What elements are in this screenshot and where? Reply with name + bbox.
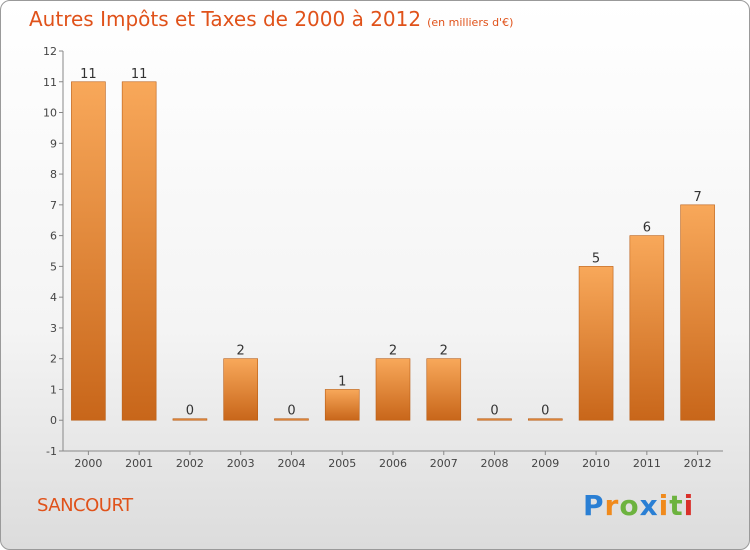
x-tick-label: 2008 bbox=[481, 457, 509, 470]
x-tick-label: 2002 bbox=[176, 457, 204, 470]
logo-letter: o bbox=[619, 489, 640, 522]
data-label: 6 bbox=[643, 221, 651, 236]
y-tick-label: 8 bbox=[50, 168, 57, 181]
data-label: 0 bbox=[287, 404, 295, 419]
y-tick-label: 3 bbox=[50, 322, 57, 335]
data-label: 2 bbox=[389, 344, 397, 359]
x-tick-label: 2012 bbox=[684, 457, 712, 470]
logo-letter: r bbox=[604, 489, 620, 522]
x-tick-label: 2009 bbox=[531, 457, 559, 470]
x-tick-label: 2005 bbox=[328, 457, 356, 470]
y-tick-label: 10 bbox=[43, 107, 57, 120]
data-label: 7 bbox=[693, 190, 701, 205]
logo-letter: x bbox=[639, 489, 659, 522]
x-tick-label: 2006 bbox=[379, 457, 407, 470]
chart-subtitle: (en milliers d'€) bbox=[427, 16, 514, 29]
data-label: 5 bbox=[592, 251, 600, 266]
bar bbox=[680, 204, 715, 421]
x-tick-label: 2007 bbox=[430, 457, 458, 470]
y-tick-label: 0 bbox=[50, 414, 57, 427]
bar bbox=[629, 235, 665, 421]
bar bbox=[121, 81, 157, 421]
x-tick-label: 2004 bbox=[277, 457, 305, 470]
bar bbox=[528, 418, 563, 421]
bar bbox=[274, 418, 309, 421]
y-tick-label: 11 bbox=[43, 76, 57, 89]
y-tick-label: 5 bbox=[50, 260, 57, 273]
y-tick-label: 6 bbox=[50, 230, 57, 243]
chart-title: Autres Impôts et Taxes de 2000 à 2012 (en… bbox=[29, 7, 514, 31]
y-tick-label: -1 bbox=[46, 445, 57, 458]
bar bbox=[426, 358, 462, 421]
logo-letter: P bbox=[583, 489, 605, 522]
logo-letter: t bbox=[669, 489, 684, 522]
proxiti-logo: Proxiti bbox=[583, 489, 694, 522]
bar bbox=[375, 358, 411, 421]
data-label: 11 bbox=[80, 67, 97, 82]
data-label: 0 bbox=[490, 404, 498, 419]
data-label: 1 bbox=[338, 374, 346, 389]
logo-letter: i bbox=[683, 489, 695, 522]
bar bbox=[324, 389, 360, 421]
y-tick-label: 4 bbox=[50, 291, 57, 304]
y-tick-label: 12 bbox=[43, 45, 57, 58]
bar bbox=[223, 358, 258, 421]
bar bbox=[172, 418, 208, 421]
data-label: 2 bbox=[440, 344, 448, 359]
y-tick-label: 7 bbox=[50, 199, 57, 212]
x-tick-label: 2010 bbox=[582, 457, 610, 470]
bar bbox=[71, 81, 106, 421]
commune-name: SANCOURT bbox=[37, 495, 133, 516]
data-label: 11 bbox=[131, 67, 148, 82]
data-label: 0 bbox=[541, 404, 549, 419]
data-label: 2 bbox=[237, 344, 245, 359]
x-tick-label: 2000 bbox=[74, 457, 102, 470]
x-tick-label: 2001 bbox=[125, 457, 153, 470]
y-tick-label: 2 bbox=[50, 353, 57, 366]
x-tick-label: 2003 bbox=[227, 457, 255, 470]
data-label: 0 bbox=[186, 404, 194, 419]
bar bbox=[578, 266, 614, 421]
x-tick-label: 2011 bbox=[633, 457, 661, 470]
y-tick-label: 9 bbox=[50, 137, 57, 150]
logo-letter: i bbox=[658, 489, 670, 522]
bar bbox=[477, 418, 512, 421]
y-tick-label: 1 bbox=[50, 383, 57, 396]
